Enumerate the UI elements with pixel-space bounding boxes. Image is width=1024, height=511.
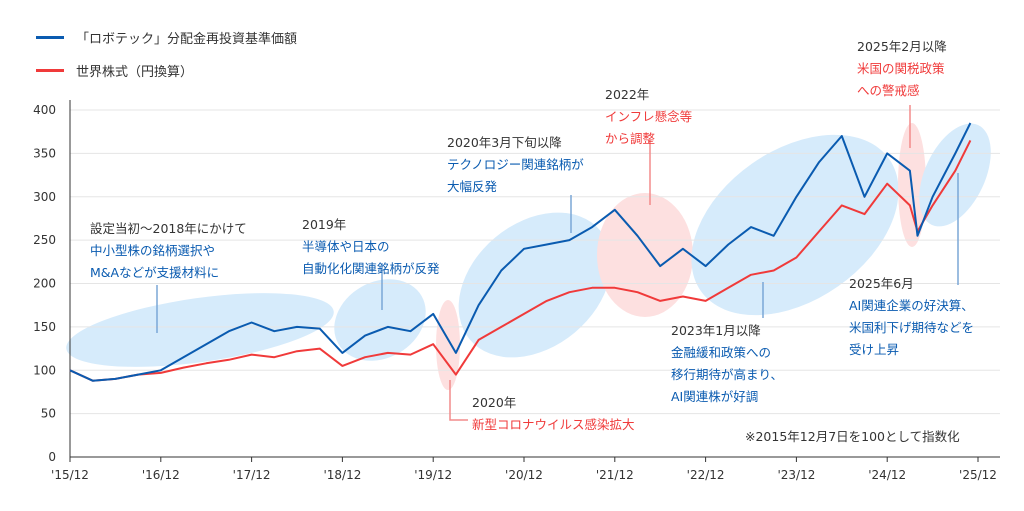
legend-swatch-red [36,69,64,72]
x-tick-label: '23/12 [777,468,815,482]
annotation-line: AI関連企業の好決算、 [849,298,974,313]
legend-label: 「ロボテック」分配金再投資基準価額 [76,32,298,47]
x-tick-label: '20/12 [505,468,543,482]
index-note: ※2015年12月7日を100として指数化 [745,429,960,444]
x-tick-label: '17/12 [233,468,271,482]
x-tick-label: '24/12 [868,468,906,482]
annotation-2020-covid: 2020年 新型コロナウイルス感染拡大 [472,392,635,436]
series-line-world-equity [69,139,972,382]
y-tick-label: 200 [33,277,56,291]
y-tick-label: 250 [33,233,56,247]
y-tick-label: 150 [33,320,56,334]
x-tick-label: '22/12 [687,468,725,482]
highlight-region-rise [66,293,334,367]
highlight-region-fall [436,300,460,390]
series-line-robotech [69,122,972,382]
annotation-line: インフレ懸念等 [605,109,693,124]
annotation-heading: 2025年6月 [849,276,914,291]
annotation-line: 受け上昇 [849,342,900,357]
y-tick-label: 350 [33,146,56,160]
annotation-line: AI関連株が好調 [671,389,759,404]
annotation-line: M&Aなどが支援材料に [90,265,220,280]
annotation-line: 金融緩和政策への [671,345,772,360]
annotation-line: 米国の関税政策 [857,61,945,76]
legend-label: 世界株式（円換算） [76,65,194,80]
annotation-leader-line [449,380,468,421]
annotation-line: 米国利下げ期待などを [849,320,975,335]
annotation-heading: 2020年 [472,395,517,410]
annotation-2019: 2019年 半導体や日本の 自動化化関連銘柄が反発 [302,214,440,280]
annotation-line: 自動化化関連銘柄が反発 [302,261,440,276]
annotation-line: 中小型株の銘柄選択や [90,243,216,258]
x-tick-label: '19/12 [414,468,452,482]
annotation-line: 大幅反発 [447,179,498,194]
annotation-2025-june: 2025年6月 AI関連企業の好決算、 米国利下げ期待などを 受け上昇 [849,273,974,361]
highlight-region-rise [334,279,426,361]
legend-swatch-blue [36,36,64,39]
annotation-heading: 2019年 [302,217,347,232]
x-tick-label: '25/12 [959,468,997,482]
y-tick-label: 400 [33,103,56,117]
x-tick-label: '18/12 [323,468,361,482]
y-tick-label: 0 [48,450,56,464]
annotation-line: への警戒感 [857,83,920,98]
y-tick-label: 100 [33,363,56,377]
highlight-region-rise [691,134,899,316]
annotation-heading: 2025年2月以降 [857,39,947,54]
highlight-region-rise [458,212,612,358]
annotation-heading: 設定当初〜2018年にかけて [90,221,247,236]
annotation-heading: 2023年1月以降 [671,323,761,338]
annotation-line: 移行期待が高まり、 [671,367,784,382]
legend-item-robotech: 「ロボテック」分配金再投資基準価額 [36,28,297,47]
x-tick-label: '15/12 [51,468,89,482]
y-tick-label: 300 [33,190,56,204]
highlight-region-rise [919,123,991,227]
annotation-2023: 2023年1月以降 金融緩和政策への 移行期待が高まり、 AI関連株が好調 [671,320,783,408]
y-tick-label: 50 [41,407,56,421]
annotation-2016-2018: 設定当初〜2018年にかけて 中小型株の銘柄選択や M&Aなどが支援材料に [90,218,247,284]
x-tick-label: '16/12 [142,468,180,482]
annotation-line: から調整 [605,131,656,146]
annotation-2025-tariff: 2025年2月以降 米国の関税政策 への警戒感 [857,36,947,102]
annotation-heading: 2022年 [605,87,650,102]
annotation-heading: 2020年3月下旬以降 [447,135,562,150]
legend-item-world-equity: 世界株式（円換算） [36,61,193,80]
annotation-line: 新型コロナウイルス感染拡大 [472,417,635,432]
annotation-2022: 2022年 インフレ懸念等 から調整 [605,84,692,150]
x-tick-label: '21/12 [596,468,634,482]
annotation-line: 半導体や日本の [302,239,390,254]
highlight-region-fall [597,193,693,317]
annotation-2020-rebound: 2020年3月下旬以降 テクノロジー関連銘柄が 大幅反発 [447,132,584,198]
annotation-line: テクノロジー関連銘柄が [447,157,584,172]
